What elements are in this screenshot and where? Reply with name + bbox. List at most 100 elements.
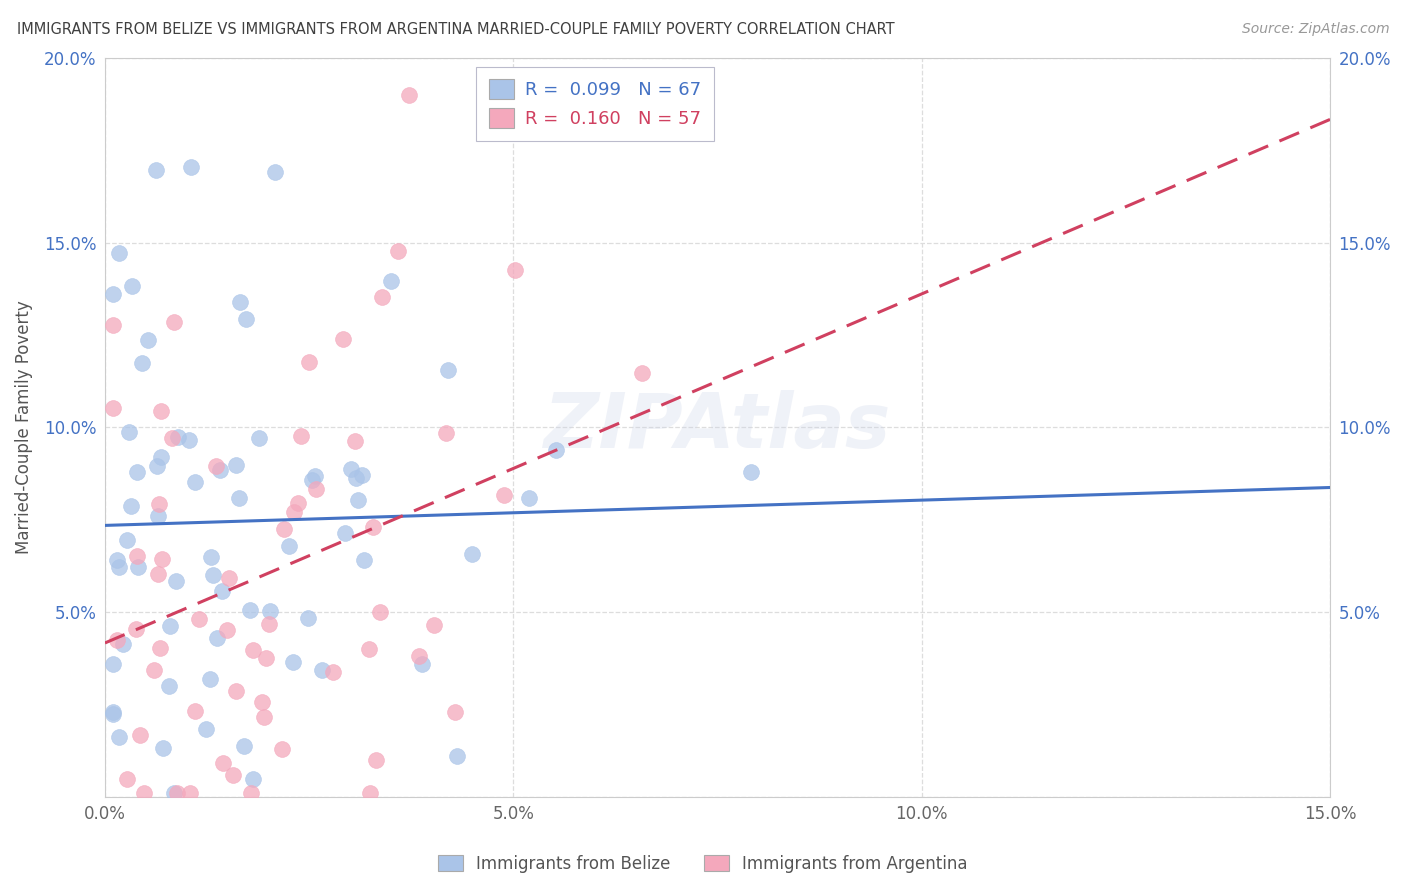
Point: [264, 165, 287, 179]
Point: [124, 623, 146, 637]
Point: [188, 612, 211, 626]
Point: [461, 547, 484, 561]
Point: [101, 657, 124, 672]
Point: [408, 649, 430, 664]
Point: [278, 540, 301, 554]
Point: [160, 431, 183, 445]
Point: [233, 739, 256, 753]
Point: [159, 619, 181, 633]
Point: [273, 522, 295, 536]
Point: [271, 742, 294, 756]
Point: [145, 162, 167, 177]
Point: [242, 643, 264, 657]
Point: [148, 496, 170, 510]
Point: [218, 572, 240, 586]
Point: [494, 488, 516, 502]
Point: [127, 466, 149, 480]
Point: [398, 87, 420, 102]
Point: [225, 458, 247, 472]
Point: [127, 560, 149, 574]
Point: [101, 705, 124, 719]
Point: [183, 475, 205, 489]
Text: ZIPAtlas: ZIPAtlas: [544, 391, 891, 465]
Point: [167, 430, 190, 444]
Point: [200, 673, 222, 687]
Point: [353, 553, 375, 567]
Point: [117, 533, 139, 547]
Point: [544, 442, 567, 457]
Point: [347, 493, 370, 508]
Point: [322, 665, 344, 679]
Point: [229, 295, 252, 310]
Point: [239, 603, 262, 617]
Point: [111, 637, 134, 651]
Point: [242, 772, 264, 786]
Point: [359, 786, 381, 800]
Point: [215, 623, 238, 637]
Point: [283, 505, 305, 519]
Point: [340, 462, 363, 476]
Point: [446, 749, 468, 764]
Point: [249, 431, 271, 445]
Point: [297, 611, 319, 625]
Point: [150, 404, 173, 418]
Point: [177, 434, 200, 448]
Point: [352, 468, 374, 483]
Point: [101, 286, 124, 301]
Point: [145, 458, 167, 473]
Point: [343, 434, 366, 448]
Point: [380, 274, 402, 288]
Point: [305, 482, 328, 496]
Point: [163, 787, 186, 801]
Point: [368, 606, 391, 620]
Point: [163, 315, 186, 329]
Point: [222, 768, 245, 782]
Point: [364, 753, 387, 767]
Point: [132, 787, 155, 801]
Point: [136, 334, 159, 348]
Text: IMMIGRANTS FROM BELIZE VS IMMIGRANTS FROM ARGENTINA MARRIED-COUPLE FAMILY POVERT: IMMIGRANTS FROM BELIZE VS IMMIGRANTS FRO…: [17, 22, 894, 37]
Point: [125, 549, 148, 563]
Point: [298, 355, 321, 369]
Point: [115, 772, 138, 786]
Point: [281, 656, 304, 670]
Point: [371, 290, 394, 304]
Point: [101, 706, 124, 721]
Point: [108, 560, 131, 574]
Point: [411, 657, 433, 672]
Point: [205, 459, 228, 474]
Point: [225, 684, 247, 698]
Point: [257, 617, 280, 632]
Point: [434, 426, 457, 441]
Point: [631, 366, 654, 380]
Legend: Immigrants from Belize, Immigrants from Argentina: Immigrants from Belize, Immigrants from …: [432, 848, 974, 880]
Point: [143, 663, 166, 677]
Point: [165, 574, 187, 588]
Point: [301, 473, 323, 487]
Point: [207, 632, 229, 646]
Point: [519, 491, 541, 505]
Point: [146, 508, 169, 523]
Point: [180, 160, 202, 174]
Point: [503, 263, 526, 277]
Point: [101, 401, 124, 416]
Point: [361, 520, 384, 534]
Point: [200, 550, 222, 565]
Point: [202, 568, 225, 582]
Point: [250, 695, 273, 709]
Point: [422, 618, 444, 632]
Point: [290, 429, 312, 443]
Y-axis label: Married-Couple Family Poverty: Married-Couple Family Poverty: [15, 301, 32, 554]
Point: [259, 603, 281, 617]
Point: [304, 468, 326, 483]
Point: [211, 756, 233, 771]
Point: [105, 553, 128, 567]
Point: [740, 465, 762, 479]
Point: [101, 318, 124, 332]
Point: [359, 642, 381, 657]
Point: [208, 463, 231, 477]
Point: [131, 355, 153, 369]
Point: [157, 679, 180, 693]
Point: [150, 552, 173, 566]
Point: [436, 363, 458, 377]
